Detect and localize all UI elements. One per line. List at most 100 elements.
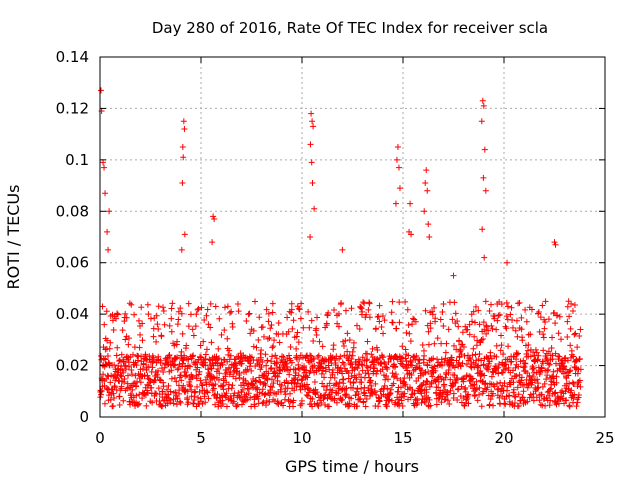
data-point [493, 326, 500, 333]
data-point [483, 322, 490, 329]
data-point [438, 399, 445, 406]
data-point [348, 361, 355, 368]
data-point [140, 361, 147, 368]
data-point [269, 384, 276, 391]
data-point [514, 350, 521, 357]
data-point [408, 371, 415, 378]
data-point [511, 393, 518, 400]
data-point [147, 378, 154, 385]
data-point [497, 401, 504, 408]
data-point [361, 384, 368, 391]
data-point [202, 399, 209, 406]
data-point [368, 386, 375, 393]
data-point [483, 365, 490, 372]
data-point [330, 342, 337, 349]
data-point [345, 403, 352, 410]
data-point [259, 323, 266, 330]
data-point [394, 144, 401, 150]
data-point [566, 368, 573, 375]
data-point [99, 303, 106, 310]
data-point [461, 402, 468, 409]
data-point [135, 317, 142, 324]
data-point [113, 315, 120, 322]
data-point [284, 380, 291, 387]
data-point [179, 180, 186, 186]
data-point [496, 361, 503, 368]
data-point [243, 368, 250, 375]
data-point [311, 400, 318, 407]
data-point [481, 254, 488, 261]
data-point [106, 345, 113, 352]
data-point [154, 321, 161, 328]
data-point [510, 386, 517, 393]
data-point [380, 354, 387, 361]
data-point [126, 363, 133, 370]
data-point [435, 395, 442, 402]
data-point [124, 380, 131, 387]
data-point [210, 213, 217, 220]
data-point [260, 333, 267, 340]
data-point [256, 314, 263, 321]
data-point [265, 370, 272, 377]
y-tick-label: 0.04 [56, 305, 89, 323]
data-point [478, 357, 485, 364]
data-point [402, 355, 409, 362]
data-point [318, 399, 325, 406]
data-point [187, 382, 194, 389]
data-point [363, 396, 370, 403]
data-point [576, 355, 583, 362]
data-point [101, 321, 108, 328]
data-point [199, 400, 206, 407]
data-point [210, 374, 217, 381]
data-point [475, 307, 482, 314]
data-point [181, 126, 188, 132]
data-point [100, 355, 107, 362]
data-point [228, 385, 235, 392]
data-point [321, 394, 328, 401]
data-point [109, 317, 116, 324]
data-point [559, 395, 566, 402]
data-point [555, 330, 562, 337]
data-point [203, 388, 210, 395]
data-point [180, 118, 187, 125]
data-point [422, 307, 429, 314]
data-point [168, 315, 175, 322]
data-point [171, 374, 178, 381]
data-point [432, 315, 439, 322]
data-point [230, 398, 237, 405]
data-point [313, 332, 320, 339]
data-point [260, 399, 267, 406]
data-point [177, 305, 184, 312]
data-point [311, 205, 318, 212]
data-point [197, 377, 204, 384]
data-point [565, 372, 572, 379]
data-point [556, 353, 563, 360]
data-point [267, 365, 274, 372]
data-point [424, 362, 431, 369]
data-point [572, 330, 579, 337]
data-point [563, 397, 570, 404]
data-point [470, 345, 477, 352]
data-point [404, 306, 411, 313]
data-point [490, 402, 497, 409]
data-point [464, 326, 471, 333]
data-point [481, 372, 488, 379]
data-point [540, 331, 547, 338]
data-point [429, 311, 436, 318]
data-point [262, 391, 269, 398]
data-point [195, 394, 202, 401]
data-point [566, 403, 573, 410]
data-point [418, 367, 425, 374]
data-point [548, 345, 555, 352]
data-point [474, 397, 481, 404]
data-point [123, 314, 130, 321]
data-point [546, 361, 553, 368]
data-point [577, 326, 584, 333]
data-point [553, 360, 560, 367]
data-point [105, 246, 112, 253]
data-point [268, 322, 275, 329]
data-point [341, 391, 348, 398]
data-point [182, 373, 189, 380]
data-point [426, 396, 433, 403]
data-point [421, 352, 428, 359]
